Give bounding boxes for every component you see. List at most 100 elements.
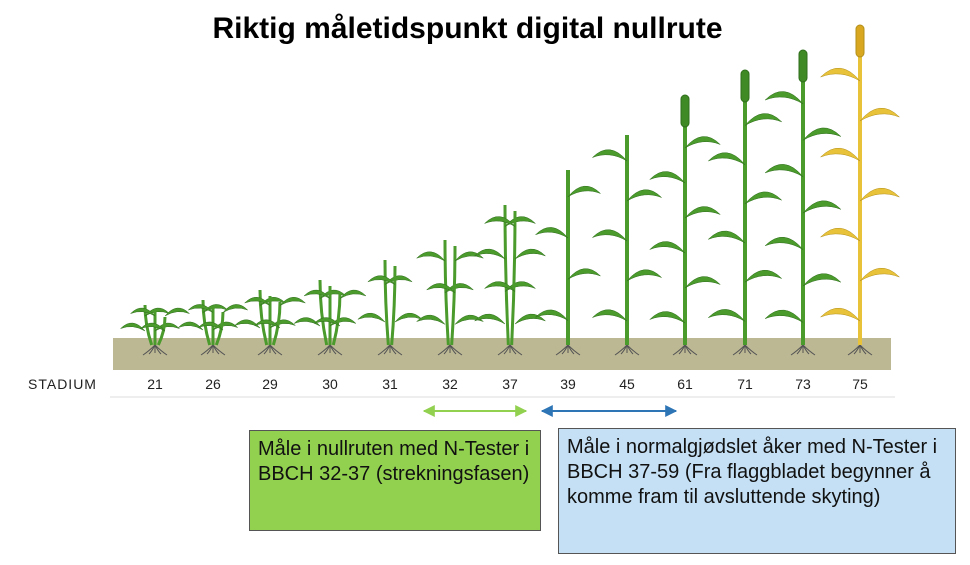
stem	[450, 245, 457, 346]
root	[567, 344, 581, 356]
leaf	[684, 136, 721, 149]
plants	[120, 24, 900, 356]
stem	[318, 279, 329, 346]
leaf	[859, 107, 900, 122]
leaf	[357, 312, 386, 323]
leaf	[198, 321, 224, 331]
leaf	[764, 237, 804, 250]
leaf	[802, 127, 842, 141]
leaf	[130, 307, 156, 317]
leaf	[367, 275, 396, 285]
root	[449, 344, 463, 356]
stage-number: 37	[502, 376, 518, 392]
root	[859, 344, 873, 356]
stem	[383, 259, 390, 346]
title: Riktig måletidspunkt digital nullrute	[212, 12, 723, 45]
leaf	[649, 241, 686, 254]
stage-label: STADIUM	[28, 376, 97, 392]
stem	[201, 299, 212, 346]
root	[678, 344, 686, 355]
leaf	[859, 267, 900, 282]
root	[212, 344, 226, 356]
leaf	[222, 304, 248, 313]
leaf	[140, 322, 166, 332]
leaf	[384, 275, 413, 285]
stage-number: 75	[852, 376, 868, 392]
leaf	[120, 322, 146, 332]
leaf	[426, 283, 456, 293]
stem	[331, 291, 342, 346]
leaf	[802, 273, 842, 287]
stage-number: 32	[442, 376, 458, 392]
leaf	[279, 297, 306, 306]
root	[561, 344, 569, 355]
stage-number: 21	[147, 376, 163, 392]
root	[626, 344, 640, 356]
leaf	[164, 307, 190, 317]
root	[383, 344, 391, 355]
leaf	[293, 317, 321, 327]
leaf	[820, 147, 861, 162]
stem	[271, 301, 282, 346]
root	[443, 344, 451, 355]
ear	[680, 94, 690, 128]
ground	[113, 338, 891, 370]
root	[620, 344, 628, 355]
leaf	[744, 269, 782, 283]
stem	[443, 239, 450, 346]
stage-number: 30	[322, 376, 338, 392]
leaf	[474, 313, 506, 325]
stem	[156, 316, 167, 346]
leaf	[454, 314, 484, 325]
leaf	[802, 200, 842, 214]
ear	[798, 49, 808, 83]
leaf	[592, 229, 628, 242]
leaf	[592, 149, 628, 162]
leaf	[416, 251, 446, 262]
root	[389, 344, 403, 356]
leaf	[234, 319, 261, 329]
root	[148, 344, 156, 355]
root	[796, 344, 804, 355]
leaf	[567, 185, 601, 197]
leaf	[303, 289, 331, 299]
leaf	[339, 289, 367, 299]
leaf	[708, 230, 746, 244]
leaf	[188, 304, 214, 313]
leaf	[474, 248, 506, 260]
root	[503, 344, 511, 355]
stem	[510, 210, 517, 346]
stage-number: 73	[795, 376, 811, 392]
leaf	[592, 309, 628, 322]
root	[263, 344, 271, 355]
leaf	[484, 281, 516, 292]
stage-number: 31	[382, 376, 398, 392]
stage-number: 39	[560, 376, 576, 392]
leaf	[820, 307, 861, 322]
root	[509, 344, 523, 356]
leaf	[567, 268, 601, 280]
leaf	[535, 309, 569, 321]
stage-number: 26	[205, 376, 221, 392]
root	[154, 344, 168, 356]
leaf	[484, 216, 516, 227]
leaf	[626, 269, 662, 282]
leaf	[254, 319, 281, 329]
info-box-blue: Måle i normalgjødslet åker med N-Tester …	[558, 428, 956, 554]
root	[853, 344, 861, 355]
leaf	[744, 191, 782, 205]
leaf	[244, 297, 271, 306]
stage-number: 61	[677, 376, 693, 392]
leaf	[626, 189, 662, 202]
leaf	[684, 206, 721, 219]
info-box-green: Måle i nullruten med N-Tester i BBCH 32-…	[249, 430, 541, 531]
root	[323, 344, 331, 355]
ear	[855, 24, 865, 58]
leaf	[649, 311, 686, 324]
root	[206, 344, 214, 355]
stage-number: 29	[262, 376, 278, 392]
leaf	[514, 248, 546, 260]
stage-number: 71	[737, 376, 753, 392]
leaf	[764, 91, 804, 105]
leaf	[178, 321, 204, 331]
